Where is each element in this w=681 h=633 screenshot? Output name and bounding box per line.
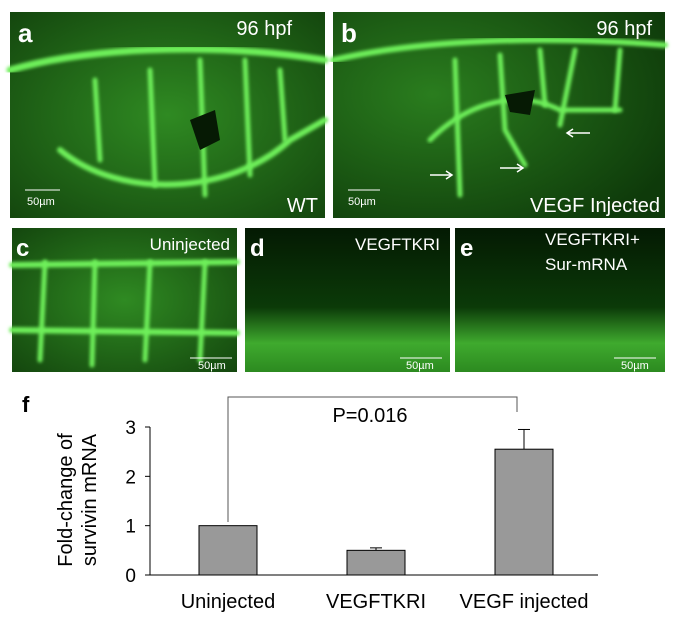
panel-label: f bbox=[22, 392, 30, 417]
micrograph bbox=[245, 228, 450, 372]
condition: Sur-mRNA bbox=[545, 255, 628, 274]
panel-label: b bbox=[341, 18, 357, 48]
timepoint: 96 hpf bbox=[596, 18, 652, 40]
scale-label: 50µm bbox=[198, 360, 226, 372]
micrograph bbox=[455, 228, 665, 372]
condition: WT bbox=[287, 195, 318, 217]
bar bbox=[494, 448, 554, 576]
x-tick-label: Uninjected bbox=[181, 591, 276, 613]
y-tick-label: 0 bbox=[125, 566, 136, 587]
y-axis-label: survivin mRNA bbox=[79, 433, 101, 566]
scale-label: 50µm bbox=[27, 196, 55, 208]
condition: VEGFTKRI bbox=[355, 235, 440, 254]
x-tick-label: VEGF injected bbox=[460, 591, 589, 613]
y-tick-label: 3 bbox=[125, 418, 136, 439]
bar bbox=[198, 525, 258, 576]
panel-d: d VEGFTKRI 50µm bbox=[245, 228, 450, 372]
panel-label: e bbox=[460, 235, 473, 262]
panel-label: c bbox=[16, 235, 29, 262]
condition: Uninjected bbox=[150, 235, 230, 254]
condition: VEGF Injected bbox=[530, 195, 660, 217]
panel-a: a 96 hpf WT 50µm bbox=[6, 12, 329, 218]
timepoint: 96 hpf bbox=[236, 18, 292, 40]
panel-label: a bbox=[18, 18, 33, 48]
y-tick-label: 2 bbox=[125, 467, 136, 488]
panel-b: b 96 hpf VEGF Injected 50µm bbox=[330, 12, 668, 218]
bar bbox=[346, 549, 406, 576]
panel-e: e VEGFTKRI+ Sur-mRNA 50µm bbox=[455, 228, 665, 372]
significance-bracket bbox=[227, 396, 518, 522]
micrograph bbox=[333, 12, 665, 218]
x-tick-label: VEGFTKRI bbox=[326, 591, 426, 613]
y-tick-label: 1 bbox=[125, 517, 136, 538]
bar-chart: f Fold-change of survivin mRNA P=0.016 0… bbox=[22, 392, 598, 613]
y-axis-label: Fold-change of bbox=[55, 433, 77, 567]
scale-label: 50µm bbox=[621, 360, 649, 372]
condition: VEGFTKRI+ bbox=[545, 230, 640, 249]
scale-label: 50µm bbox=[348, 196, 376, 208]
error-bar bbox=[518, 428, 530, 450]
arrow bbox=[430, 128, 590, 180]
scale-label: 50µm bbox=[406, 360, 434, 372]
annotation: P=0.016 bbox=[332, 405, 407, 427]
error-bar bbox=[370, 547, 382, 551]
panel-label: d bbox=[250, 235, 265, 262]
panel-c: c Uninjected 50µm bbox=[9, 228, 240, 372]
